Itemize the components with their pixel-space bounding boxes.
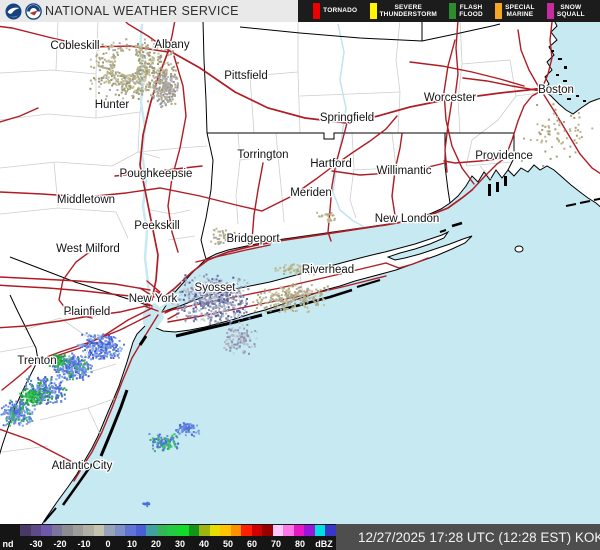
radar-echo-offshore-dot xyxy=(142,501,151,508)
radar-echo-albany-gray xyxy=(152,72,179,109)
city-label-torrington: Torrington xyxy=(237,149,288,161)
header-bar: NATIONAL WEATHER SERVICE TORNADO SEVERE T… xyxy=(0,0,600,22)
scale-tick: -10 xyxy=(77,539,91,549)
city-label-new-york: New York xyxy=(129,293,178,305)
scale-tick: -30 xyxy=(29,539,43,549)
city-label-hunter: Hunter xyxy=(95,99,130,111)
scale-tick: 0 xyxy=(105,539,111,549)
warning-legend-item-tornado: TORNADO xyxy=(313,3,357,19)
city-label-bridgeport: Bridgeport xyxy=(226,233,280,245)
scale-tick: 40 xyxy=(198,539,210,549)
radar-echo-nj-green-core-1 xyxy=(47,353,66,368)
city-label-layer: Cobleskill Albany Hunter Pittsfield Springfi… xyxy=(16,38,575,474)
block-island xyxy=(514,245,524,253)
warning-label: FLASH FLOOD xyxy=(459,3,483,18)
long-island xyxy=(149,230,473,333)
scale-tick: 10 xyxy=(126,539,138,549)
city-label-new-london: New London xyxy=(375,213,440,225)
reflectivity-scale: nd -30 -20 -10 0 10 20 30 40 50 60 70 80 dBZ xyxy=(0,524,336,550)
warning-legend-item-severe-thunderstorm: SEVERE THUNDERSTORM xyxy=(369,3,438,19)
warning-label: SPECIAL MARINE xyxy=(505,3,535,18)
radar-echo-bridgeport-specks xyxy=(210,227,236,246)
radar-echo-layer xyxy=(0,38,594,508)
city-label-poughkeepsie: Poughkeepsie xyxy=(120,168,193,180)
city-label-providence: Providence xyxy=(475,150,533,162)
nws-logo-icon xyxy=(25,2,42,20)
city-label-atlantic-city: Atlantic City xyxy=(52,460,113,472)
city-label-plainfield: Plainfield xyxy=(64,306,111,318)
scale-tick: -20 xyxy=(53,539,67,549)
warning-label: SNOW SQUALL xyxy=(556,3,585,18)
radar-echo-riverhead-dots xyxy=(274,263,315,276)
radar-echo-atlantic-city-offshore-1 xyxy=(148,433,180,453)
scale-nd-label: nd xyxy=(2,539,14,549)
warning-label: TORNADO xyxy=(323,7,358,15)
radar-map-image: Cobleskill Albany Hunter Pittsfield Springfi… xyxy=(0,22,600,524)
warning-legend-item-flash-flood: FLASH FLOOD xyxy=(449,3,483,19)
radar-echo-nj-rain-4 xyxy=(0,398,36,427)
radar-echo-atlantic-city-offshore-2 xyxy=(175,422,201,438)
warning-label: SEVERE THUNDERSTORM xyxy=(379,3,438,18)
city-label-springfield: Springfield xyxy=(320,112,374,124)
color-ramp xyxy=(20,525,336,536)
warning-swatch xyxy=(449,3,457,19)
scale-tick: 20 xyxy=(150,539,162,549)
warning-legend: TORNADO SEVERE THUNDERSTORM FLASH FLOOD SPE… xyxy=(298,0,600,22)
warning-swatch xyxy=(546,3,554,19)
city-label-hartford: Hartford xyxy=(310,158,352,170)
harbor-islands xyxy=(488,50,586,196)
city-label-west-milford: West Milford xyxy=(56,243,120,255)
scale-tick: 70 xyxy=(270,539,282,549)
bottom-bar: nd -30 -20 -10 0 10 20 30 40 50 60 70 80 dBZ 12/27/20… xyxy=(0,524,600,550)
city-label-trenton: Trenton xyxy=(17,355,56,367)
city-label-cobleskill: Cobleskill xyxy=(50,40,99,52)
city-label-worcester: Worcester xyxy=(424,92,476,104)
city-label-syosset: Syosset xyxy=(195,282,237,294)
city-label-willimantic: Willimantic xyxy=(377,165,432,177)
radar-map: Cobleskill Albany Hunter Pittsfield Springfi… xyxy=(0,22,600,524)
agency-title: NATIONAL WEATHER SERVICE xyxy=(45,4,239,18)
city-label-boston: Boston xyxy=(538,84,574,96)
radar-echo-long-island-central xyxy=(252,283,330,314)
radar-echo-albany-snow-mix xyxy=(89,38,179,103)
scale-tick: 30 xyxy=(174,539,186,549)
warning-swatch xyxy=(369,3,377,19)
scale-tick: 50 xyxy=(222,539,234,549)
warning-legend-item-special-marine: SPECIAL MARINE xyxy=(495,3,535,19)
scale-tick: 80 xyxy=(294,539,306,549)
scale-unit-label: dBZ xyxy=(315,539,333,549)
noaa-logo-icon xyxy=(5,3,22,19)
radar-echo-nj-rain-1 xyxy=(76,332,125,361)
scale-tick: 60 xyxy=(246,539,258,549)
warning-swatch xyxy=(313,3,321,19)
city-label-meriden: Meriden xyxy=(290,187,332,199)
radar-echo-nyc-offshore-streak xyxy=(223,323,258,355)
city-label-peekskill: Peekskill xyxy=(134,220,179,232)
radar-echo-meriden-specks xyxy=(316,211,336,223)
radar-echo-nyc-metro-mix xyxy=(172,273,251,327)
city-label-middletown: Middletown xyxy=(57,194,115,206)
brand-area: NATIONAL WEATHER SERVICE xyxy=(0,0,298,22)
city-label-albany: Albany xyxy=(154,39,189,51)
warning-legend-item-snow-squall: SNOW SQUALL xyxy=(546,3,585,19)
city-label-riverhead: Riverhead xyxy=(302,264,354,276)
warning-swatch xyxy=(495,3,503,19)
timestamp: 12/27/2025 17:28 UTC (12:28 EST) KOKX xyxy=(336,524,600,550)
radar-echo-nj-green-core-2 xyxy=(19,389,42,406)
city-label-pittsfield: Pittsfield xyxy=(224,70,267,82)
radar-echo-boston-scatter xyxy=(520,103,594,167)
